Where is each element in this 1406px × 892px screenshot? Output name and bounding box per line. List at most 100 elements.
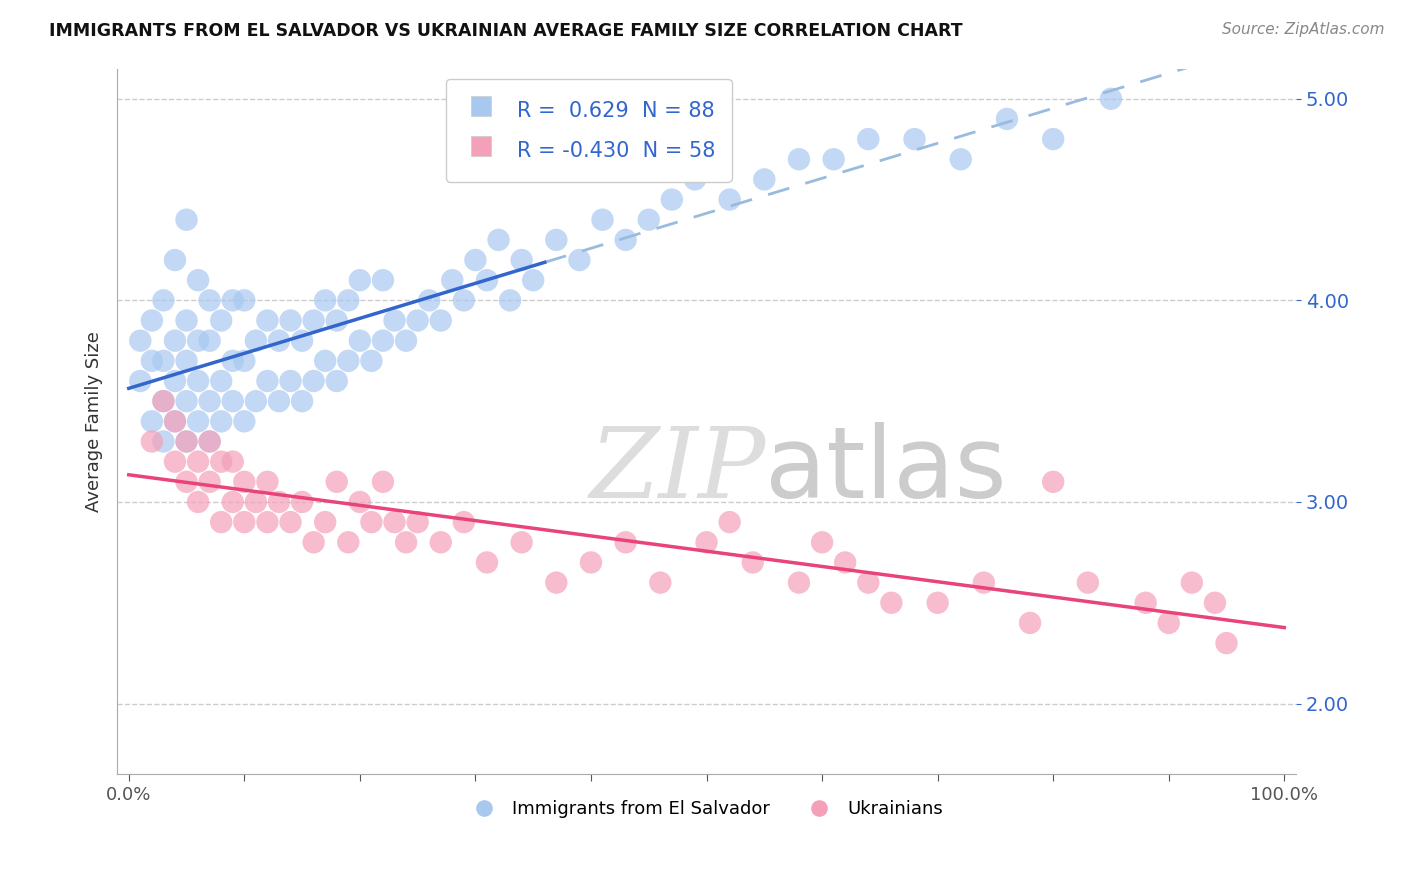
Text: Source: ZipAtlas.com: Source: ZipAtlas.com [1222,22,1385,37]
Point [291,334,314,348]
Point [464,253,486,268]
Point [209,313,232,327]
Point [1135,596,1157,610]
Point [453,293,475,308]
Point [198,394,221,409]
Point [337,354,360,368]
Point [152,293,174,308]
Point [187,495,209,509]
Point [811,535,834,549]
Point [568,253,591,268]
Point [187,455,209,469]
Point [475,273,498,287]
Point [176,434,198,449]
Point [592,212,614,227]
Point [349,495,371,509]
Point [429,313,451,327]
Point [222,495,245,509]
Point [233,515,256,529]
Point [245,334,267,348]
Point [441,273,464,287]
Point [233,414,256,428]
Point [661,193,683,207]
Point [198,293,221,308]
Point [1099,92,1122,106]
Point [787,153,810,167]
Point [927,596,949,610]
Point [245,394,267,409]
Point [280,313,302,327]
Point [371,334,394,348]
Point [198,434,221,449]
Point [176,475,198,489]
Point [129,334,152,348]
Point [499,293,522,308]
Point [291,394,314,409]
Point [141,313,163,327]
Point [650,575,672,590]
Point [267,334,290,348]
Point [222,354,245,368]
Point [371,273,394,287]
Point [858,132,880,146]
Point [163,455,186,469]
Point [187,414,209,428]
Point [163,414,186,428]
Point [741,556,763,570]
Point [546,233,568,247]
Point [683,172,706,186]
Point [209,455,232,469]
Point [995,112,1018,126]
Point [349,273,371,287]
Point [453,515,475,529]
Point [718,515,741,529]
Text: IMMIGRANTS FROM EL SALVADOR VS UKRAINIAN AVERAGE FAMILY SIZE CORRELATION CHART: IMMIGRANTS FROM EL SALVADOR VS UKRAINIAN… [49,22,963,40]
Point [823,153,845,167]
Point [152,434,174,449]
Point [1204,596,1226,610]
Point [256,515,278,529]
Point [141,354,163,368]
Text: atlas: atlas [765,422,1007,519]
Point [233,354,256,368]
Point [754,172,776,186]
Point [198,434,221,449]
Point [176,434,198,449]
Point [949,153,972,167]
Point [256,374,278,388]
Point [256,475,278,489]
Point [233,475,256,489]
Point [187,273,209,287]
Point [696,535,718,549]
Point [1181,575,1204,590]
Point [314,515,336,529]
Point [141,414,163,428]
Point [222,455,245,469]
Point [371,475,394,489]
Point [291,495,314,509]
Point [522,273,544,287]
Point [637,212,659,227]
Point [245,495,267,509]
Point [349,334,371,348]
Point [406,515,429,529]
Point [614,535,637,549]
Point [718,193,741,207]
Point [880,596,903,610]
Point [546,575,568,590]
Point [256,313,278,327]
Point [176,354,198,368]
Point [302,313,325,327]
Point [384,515,406,529]
Point [314,354,336,368]
Point [314,293,336,308]
Y-axis label: Average Family Size: Average Family Size [86,331,103,512]
Point [510,253,533,268]
Point [1019,615,1042,630]
Point [360,354,382,368]
Legend: Immigrants from El Salvador, Ukrainians: Immigrants from El Salvador, Ukrainians [463,793,950,825]
Point [302,374,325,388]
Point [326,374,349,388]
Point [326,313,349,327]
Point [209,515,232,529]
